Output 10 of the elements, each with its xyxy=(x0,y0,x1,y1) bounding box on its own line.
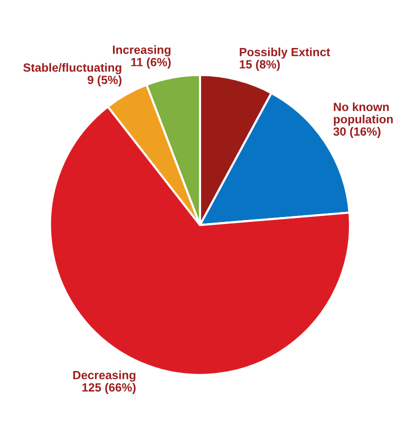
slice-label: Decreasing xyxy=(73,370,136,382)
data-label: 9 (5%) xyxy=(88,75,122,86)
data-label: 11 (6%) xyxy=(131,58,171,69)
data-label: 15 (8%) xyxy=(240,60,280,71)
slice-label: Possibly Extinct xyxy=(240,48,330,59)
slice-label: No known population xyxy=(334,102,393,126)
slice-label: Increasing xyxy=(112,45,170,56)
data-label: 30 (16%) xyxy=(333,127,380,138)
data-label: 125 (66%) xyxy=(82,382,136,394)
slice-label: Stable/fluctuating xyxy=(23,63,122,74)
